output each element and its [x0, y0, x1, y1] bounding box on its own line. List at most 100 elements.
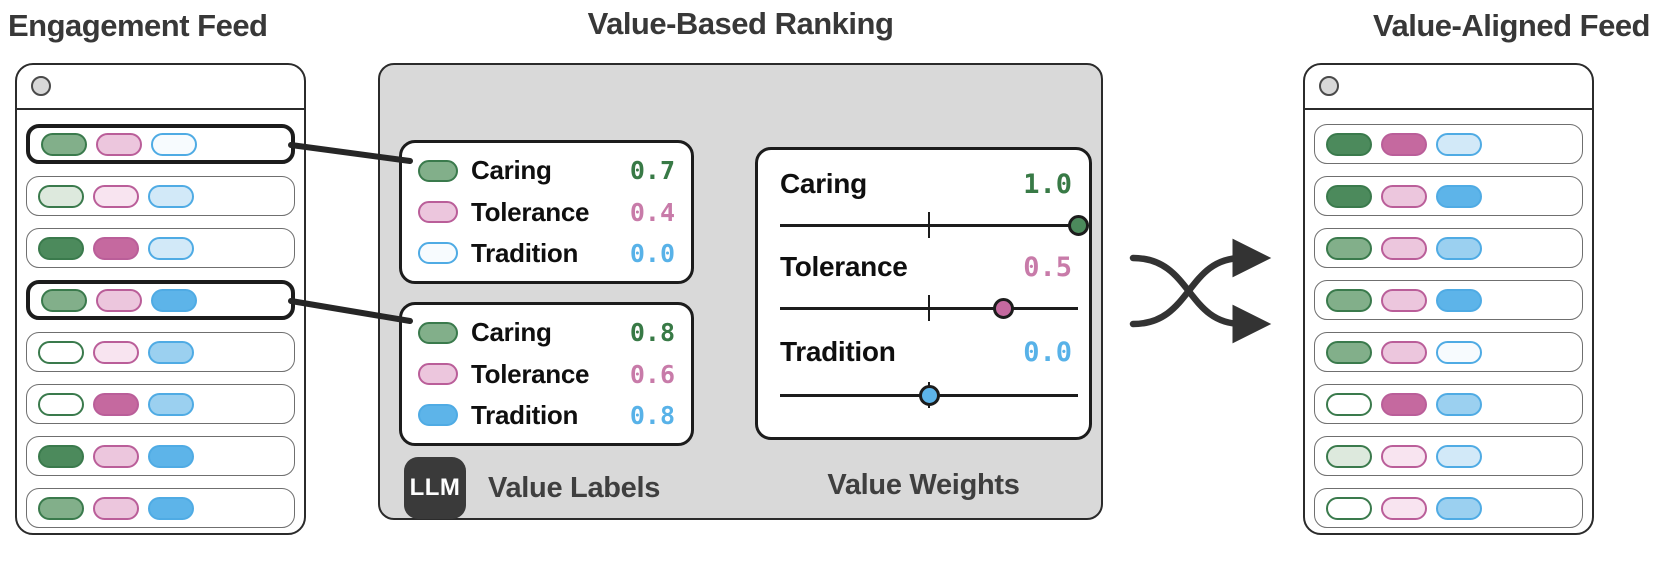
- pink-pill: [96, 132, 142, 156]
- feed-item-highlighted: [26, 280, 295, 320]
- value-score: 0.6: [629, 359, 675, 389]
- engagement-feed-panel: [15, 63, 306, 535]
- feed-item: [1314, 384, 1583, 424]
- value-score: 0.7: [629, 156, 675, 186]
- value-name: Tradition: [471, 399, 579, 430]
- feed-item: [26, 176, 295, 216]
- weight-value: 1.0: [1023, 169, 1072, 200]
- feed-item: [26, 384, 295, 424]
- llm-badge: LLM: [404, 457, 466, 519]
- green-pill: [418, 159, 458, 182]
- pink-pill: [93, 496, 139, 520]
- blue-pill: [1436, 340, 1482, 364]
- pink-pill: [93, 392, 139, 416]
- green-pill: [1326, 184, 1372, 208]
- blue-pill: [1436, 444, 1482, 468]
- green-pill: [418, 321, 458, 344]
- green-pill: [1326, 444, 1372, 468]
- blue-pill: [148, 340, 194, 364]
- value-score: 0.8: [629, 318, 675, 348]
- value-label-card-2: Caring 0.8 Tolerance 0.6 Tradition 0.8: [399, 302, 694, 446]
- value-name: Caring: [471, 317, 552, 348]
- weight-name: Tolerance: [780, 251, 908, 282]
- window-header: [17, 65, 304, 110]
- pink-pill: [93, 236, 139, 260]
- value-weights-caption: Value Weights: [827, 469, 1020, 501]
- blue-pill: [148, 392, 194, 416]
- pink-pill: [418, 201, 458, 223]
- pink-pill: [1381, 236, 1427, 260]
- value-label-card-1: Caring 0.7 Tolerance 0.4 Tradition 0.0: [399, 140, 694, 284]
- pink-pill: [96, 288, 142, 312]
- blue-pill: [148, 184, 194, 208]
- value-label-row: Caring 0.8: [418, 317, 675, 348]
- blue-pill: [1436, 236, 1482, 260]
- green-pill: [38, 444, 84, 468]
- pink-pill: [1381, 392, 1427, 416]
- slider-knob[interactable]: [1067, 215, 1089, 236]
- green-pill: [38, 392, 84, 416]
- green-pill: [1326, 236, 1372, 260]
- value-score: 0.0: [629, 238, 675, 268]
- green-pill: [38, 496, 84, 520]
- value-labels-caption-row: LLM Value Labels: [404, 457, 660, 519]
- weight-slider[interactable]: [780, 382, 1078, 408]
- value-name: Tolerance: [471, 358, 590, 389]
- slider-center-tick: [927, 295, 930, 321]
- weight-value: 0.5: [1023, 252, 1072, 283]
- blue-pill: [1436, 496, 1482, 520]
- green-pill: [1326, 340, 1372, 364]
- slider-knob[interactable]: [918, 385, 940, 406]
- value-score: 0.8: [629, 400, 675, 430]
- pink-pill: [1381, 340, 1427, 364]
- blue-pill: [148, 444, 194, 468]
- weight-slider[interactable]: [780, 295, 1078, 321]
- feed-item: [26, 436, 295, 476]
- blue-pill: [148, 496, 194, 520]
- feed-item: [26, 228, 295, 268]
- value-based-ranking-panel: Caring 0.7 Tolerance 0.4 Tradition 0.0 Caring…: [378, 63, 1103, 520]
- weight-name: Caring: [780, 168, 867, 199]
- feed-item: [1314, 332, 1583, 372]
- value-label-row: Tolerance 0.4: [418, 197, 675, 228]
- green-pill: [1326, 392, 1372, 416]
- pink-pill: [1381, 496, 1427, 520]
- blue-pill: [1436, 184, 1482, 208]
- green-pill: [1326, 132, 1372, 156]
- green-pill: [1326, 496, 1372, 520]
- feed-item: [1314, 280, 1583, 320]
- feed-item: [1314, 228, 1583, 268]
- pink-pill: [93, 444, 139, 468]
- blue-pill: [1436, 392, 1482, 416]
- blue-pill: [1436, 132, 1482, 156]
- green-pill: [41, 288, 87, 312]
- pink-pill: [1381, 132, 1427, 156]
- green-pill: [38, 236, 84, 260]
- value-aligned-feed-rows: [1314, 124, 1583, 528]
- engagement-feed-rows: [26, 124, 295, 528]
- blue-pill: [148, 236, 194, 260]
- value-name: Caring: [471, 155, 552, 186]
- blue-pill: [418, 404, 458, 427]
- feed-item: [26, 488, 295, 528]
- value-aligned-feed-panel: [1303, 63, 1594, 535]
- slider-knob[interactable]: [993, 298, 1014, 319]
- window-dot-icon: [1319, 76, 1339, 96]
- weight-slider[interactable]: [780, 212, 1089, 238]
- green-pill: [41, 132, 87, 156]
- blue-pill: [151, 132, 197, 156]
- value-weights-box: Caring 1.0 Tolerance 0.5 Tradition 0.0: [755, 147, 1092, 440]
- pink-pill: [1381, 288, 1427, 312]
- green-pill: [38, 184, 84, 208]
- value-aligned-feed-title: Value-Aligned Feed: [1373, 8, 1650, 43]
- green-pill: [1326, 288, 1372, 312]
- value-label-row: Tradition 0.8: [418, 400, 675, 431]
- feed-item: [1314, 488, 1583, 528]
- window-header: [1305, 65, 1592, 110]
- feed-item: [1314, 436, 1583, 476]
- value-label-row: Tradition 0.0: [418, 238, 675, 269]
- value-label-row: Tolerance 0.6: [418, 359, 675, 390]
- feed-item: [1314, 176, 1583, 216]
- value-name: Tradition: [471, 237, 579, 268]
